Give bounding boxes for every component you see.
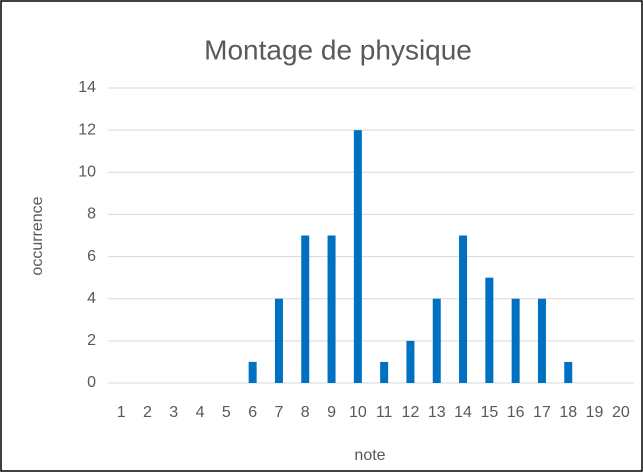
x-axis-label: note (354, 447, 385, 464)
x-tick-label: 18 (559, 404, 577, 421)
x-tick-label: 19 (586, 404, 604, 421)
y-tick-label: 8 (87, 206, 96, 223)
y-tick-label: 2 (87, 332, 96, 349)
x-tick-label: 20 (612, 404, 630, 421)
x-tick-label: 8 (301, 404, 310, 421)
x-tick-label: 1 (117, 404, 126, 421)
bar (301, 235, 310, 383)
bar (327, 235, 336, 383)
x-tick-label: 2 (143, 404, 152, 421)
x-tick-label: 10 (349, 404, 367, 421)
y-axis-label: occurrence (29, 196, 46, 275)
bar (564, 361, 573, 383)
y-tick-label: 12 (78, 121, 96, 138)
x-tick-label: 12 (402, 404, 420, 421)
bar (511, 298, 520, 383)
bar (248, 361, 257, 383)
x-tick-label: 5 (222, 404, 231, 421)
x-tick-label: 9 (327, 404, 336, 421)
x-tick-label: 13 (428, 404, 446, 421)
x-tick-label: 15 (480, 404, 498, 421)
bar (274, 298, 283, 383)
x-tick-label: 16 (507, 404, 525, 421)
bar (432, 298, 441, 383)
x-tick-label: 17 (533, 404, 551, 421)
x-tick-label: 11 (376, 404, 393, 421)
bar (406, 340, 415, 383)
y-tick-label: 10 (78, 164, 96, 181)
y-tick-label: 0 (87, 374, 96, 391)
x-tick-label: 3 (169, 404, 178, 421)
x-tick-label: 6 (248, 404, 257, 421)
bar (380, 361, 389, 383)
bar (353, 130, 362, 383)
bar (537, 298, 546, 383)
y-tick-label: 14 (78, 79, 96, 96)
x-tick-label: 4 (196, 404, 205, 421)
x-tick-label: 14 (454, 404, 472, 421)
bar (485, 277, 494, 383)
chart-title: Montage de physique (204, 34, 472, 65)
x-tick-label: 7 (274, 404, 283, 421)
y-tick-label: 6 (87, 248, 96, 265)
bar (459, 235, 468, 383)
y-tick-label: 4 (87, 290, 96, 307)
